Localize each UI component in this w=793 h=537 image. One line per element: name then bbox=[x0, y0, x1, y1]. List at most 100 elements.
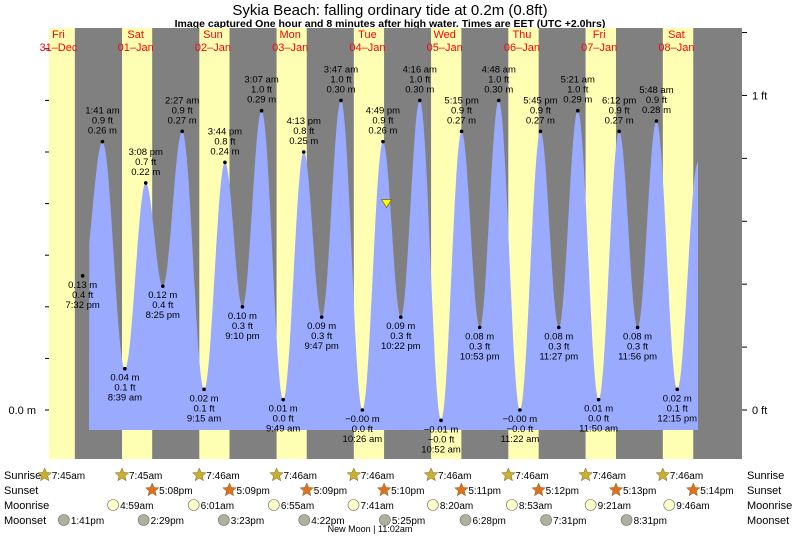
moon-icon bbox=[218, 514, 230, 526]
moonrise-time: 6:01am bbox=[201, 501, 234, 512]
tide-label: 0.26 m bbox=[368, 126, 397, 137]
tide-label: 0.3 ft bbox=[232, 321, 253, 332]
tide-label: 1.0 ft bbox=[488, 74, 509, 85]
tide-point bbox=[259, 108, 264, 113]
left-axis-label: 0.0 m bbox=[8, 405, 36, 417]
tide-label: 9:49 am bbox=[266, 424, 300, 435]
sunrise-time: 7:46am bbox=[438, 471, 471, 482]
sun-icon bbox=[144, 482, 160, 497]
tide-label: 0.30 m bbox=[326, 84, 355, 95]
day-date-label: 01–Jan bbox=[118, 42, 154, 54]
tide-label: 1:41 am bbox=[85, 106, 119, 117]
tide-label: 3:07 am bbox=[244, 75, 278, 86]
sun-icon bbox=[299, 482, 315, 497]
moonset-time: 8:31pm bbox=[634, 516, 667, 527]
tide-label: 0.04 m bbox=[110, 373, 139, 384]
sunrise-time: 7:45am bbox=[129, 471, 162, 482]
tide-label: 0.9 ft bbox=[530, 105, 551, 116]
tide-point bbox=[417, 98, 422, 103]
sun-icon bbox=[578, 467, 593, 482]
tide-label: 0.7 ft bbox=[135, 157, 156, 168]
right-axis-label: 1 ft bbox=[752, 90, 767, 102]
day-weekday-label: Sat bbox=[668, 29, 685, 41]
day-date-label: 03–Jan bbox=[272, 42, 308, 54]
tide-label: 8:25 pm bbox=[146, 310, 180, 321]
sun-icon bbox=[608, 482, 624, 497]
moonset-time: 2:29pm bbox=[151, 516, 184, 527]
tide-label: −0.0 ft bbox=[507, 424, 534, 435]
tide-label: 0.01 m bbox=[269, 404, 298, 415]
day-date-label: 07–Jan bbox=[581, 42, 617, 54]
tide-point bbox=[281, 397, 285, 402]
tide-point bbox=[80, 274, 85, 278]
tide-point bbox=[100, 139, 105, 144]
day-weekday-label: Mon bbox=[279, 29, 300, 41]
day-weekday-label: Thu bbox=[512, 29, 531, 41]
tide-label: 6:12 pm bbox=[602, 95, 636, 106]
moonrise-time: 4:59am bbox=[120, 501, 153, 512]
tide-point bbox=[439, 418, 443, 423]
tide-label: 0.08 m bbox=[623, 331, 652, 342]
moon-icon bbox=[347, 499, 360, 511]
moon-icon bbox=[540, 514, 552, 526]
sunset-time: 5:13pm bbox=[623, 486, 656, 497]
tide-point bbox=[496, 98, 501, 103]
sunset-time: 5:10pm bbox=[391, 486, 424, 497]
moon-icon bbox=[620, 514, 633, 526]
tide-label: 0.9 ft bbox=[172, 105, 193, 116]
tide-label: 0.02 m bbox=[190, 393, 219, 404]
tide-label: 0.8 ft bbox=[293, 126, 314, 137]
moonrise-time: 9:46am bbox=[676, 501, 709, 512]
tide-label: 0.28 m bbox=[642, 105, 671, 116]
chart-subtitle: Image captured One hour and 8 minutes af… bbox=[175, 18, 606, 30]
moonset-time: 6:28pm bbox=[473, 516, 506, 527]
tide-label: 0.02 m bbox=[663, 393, 692, 404]
tide-label: 5:48 am bbox=[639, 85, 673, 96]
sunrise-time: 7:46am bbox=[515, 471, 548, 482]
tide-label: 0.3 ft bbox=[311, 331, 332, 342]
tide-label: 12:15 pm bbox=[657, 413, 697, 424]
tide-label: 0.22 m bbox=[131, 167, 160, 178]
tide-point bbox=[319, 315, 324, 319]
tide-label: 5:21 am bbox=[561, 75, 595, 86]
tide-label: 0.8 ft bbox=[214, 136, 235, 147]
tide-point bbox=[675, 387, 680, 392]
sunset-label-right: Sunset bbox=[747, 485, 781, 497]
sunrise-time: 7:46am bbox=[206, 471, 239, 482]
tide-point bbox=[301, 150, 306, 154]
moonrise-label-right: Moonrise bbox=[747, 500, 792, 512]
tide-point bbox=[538, 129, 543, 134]
tide-point bbox=[180, 129, 184, 134]
tide-label: 0.30 m bbox=[484, 84, 513, 95]
tide-label: 0.1 ft bbox=[667, 403, 688, 414]
sun-icon bbox=[501, 467, 516, 482]
tide-label: 11:22 am bbox=[500, 434, 539, 445]
tide-point bbox=[654, 119, 659, 123]
sunrise-time: 7:45am bbox=[52, 471, 85, 482]
day-weekday-label: Fri bbox=[52, 29, 65, 41]
tide-point bbox=[339, 98, 343, 103]
moon-icon bbox=[506, 499, 518, 511]
tide-label: 3:47 am bbox=[324, 64, 358, 75]
tide-label: 0.29 m bbox=[247, 95, 276, 106]
tide-label: 0.3 ft bbox=[548, 341, 569, 352]
moon-icon bbox=[137, 514, 150, 526]
tide-label: 0.08 m bbox=[544, 331, 573, 342]
moon-icon bbox=[459, 514, 472, 526]
tide-label: 0.09 m bbox=[386, 321, 415, 332]
moonset-time: 5:25pm bbox=[392, 516, 425, 527]
tide-label: −0.00 m bbox=[503, 414, 538, 425]
tide-label: 0.1 ft bbox=[194, 403, 215, 414]
day-date-label: 08–Jan bbox=[658, 42, 694, 54]
sunrise-time: 7:46am bbox=[361, 471, 394, 482]
tide-point bbox=[240, 305, 245, 309]
tide-label: 0.9 ft bbox=[372, 116, 393, 127]
axes: 0.0 m 0 ft 1 ft bbox=[8, 32, 767, 417]
day-date-label: 04–Jan bbox=[349, 42, 385, 54]
moon-icon bbox=[58, 514, 70, 526]
day-labels: Fri31–DecSat01–JanSun02–JanMon03–JanTue0… bbox=[39, 29, 694, 54]
sun-icon bbox=[423, 467, 439, 482]
moonset-time: 1:41pm bbox=[71, 516, 104, 527]
tide-point bbox=[617, 129, 621, 134]
